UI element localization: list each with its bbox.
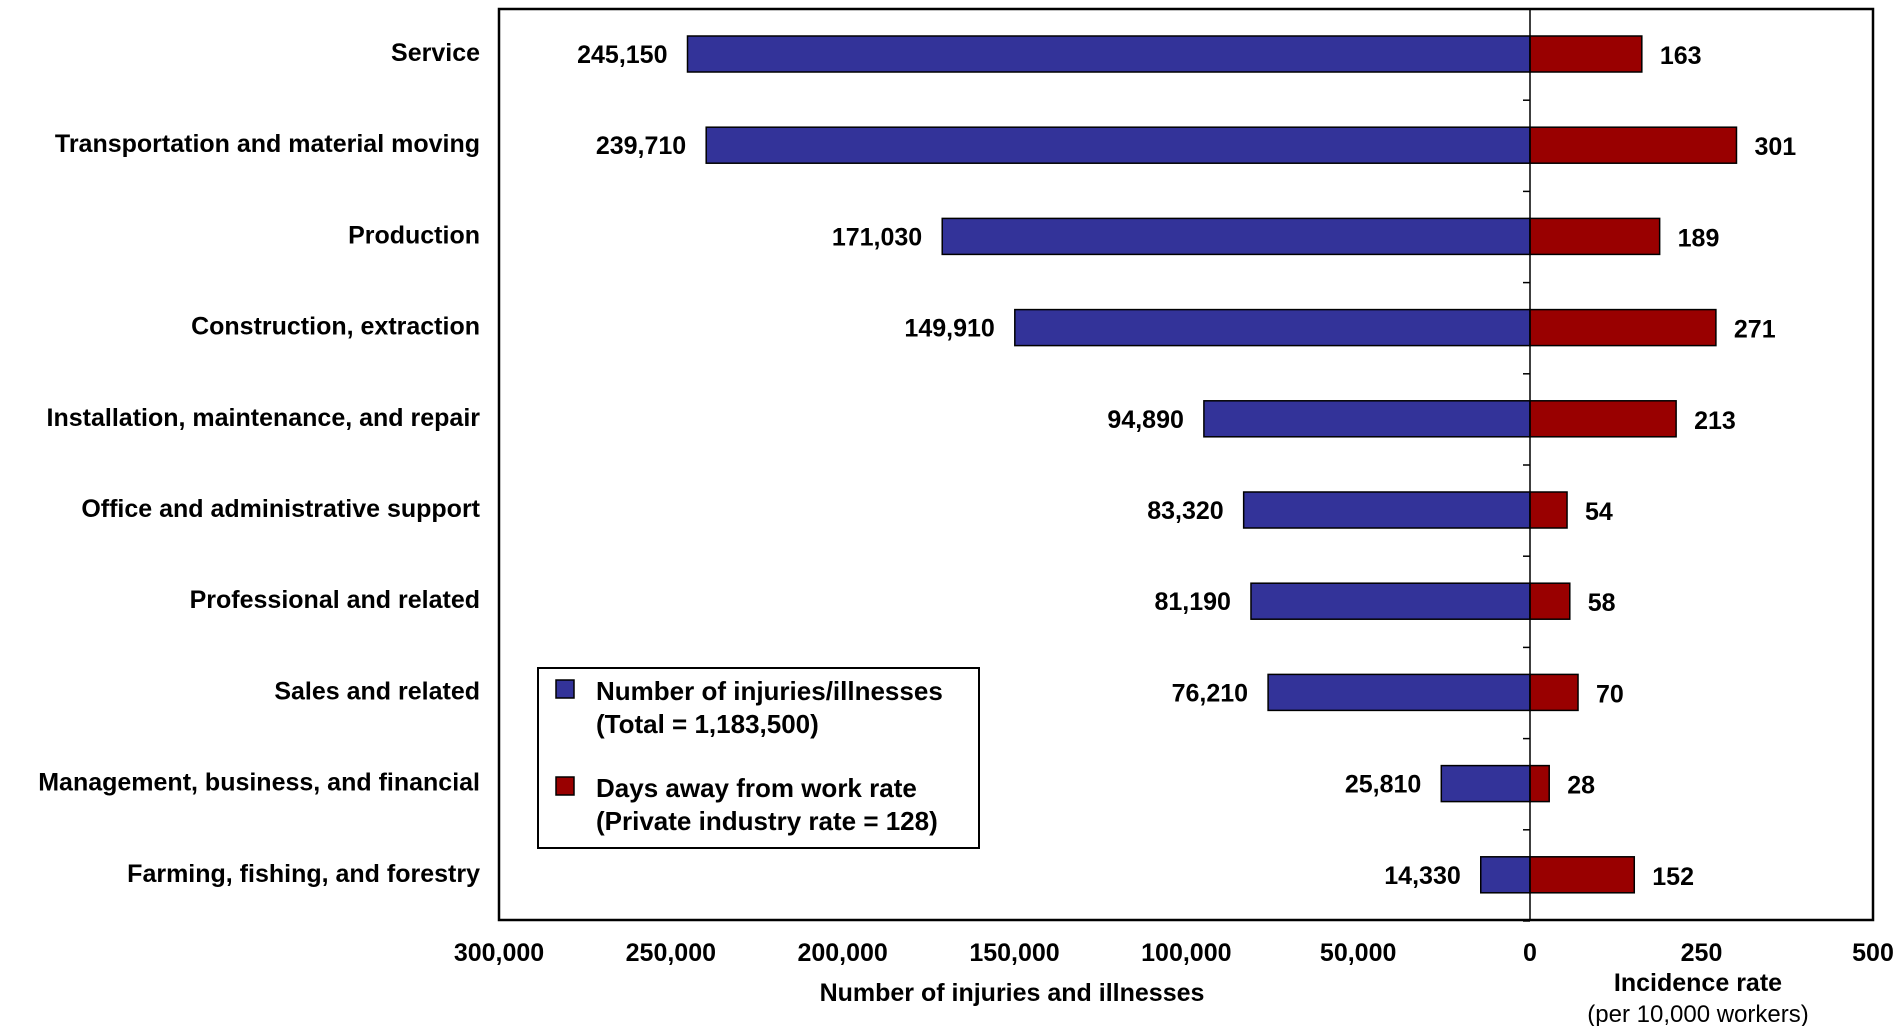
rate-value-label: 70 <box>1596 680 1624 708</box>
value-labels: 245,150 163 239,710 301 171,030 189 149,910 271… <box>577 41 1796 891</box>
injuries-bar <box>1480 856 1531 894</box>
left-axis-title: Number of injuries and illnesses <box>820 979 1205 1007</box>
category-label: Construction, extraction <box>191 313 480 341</box>
left-tick-label: 200,000 <box>797 939 887 967</box>
left-tick-label: 0 <box>1523 939 1537 967</box>
injuries-value-label: 81,190 <box>1155 588 1231 616</box>
injuries-bar <box>1242 491 1531 529</box>
right-tick-label: 250 <box>1681 939 1723 967</box>
rate-value-label: 163 <box>1660 42 1702 70</box>
category-label: Professional and related <box>190 586 480 614</box>
injuries-value-label: 94,890 <box>1107 406 1183 434</box>
rate-bar <box>1529 764 1550 803</box>
legend-swatch-injuries <box>555 679 575 699</box>
rate-value-label: 213 <box>1694 407 1736 435</box>
category-label: Installation, maintenance, and repair <box>47 404 481 432</box>
right-axis-subtitle: (per 10,000 workers) <box>1587 1001 1808 1026</box>
left-tick-label: 100,000 <box>1141 939 1231 967</box>
injuries-bar <box>705 126 1531 164</box>
rate-value-label: 189 <box>1678 224 1720 252</box>
injuries-bar <box>1203 400 1531 438</box>
injuries-bar <box>1250 582 1531 620</box>
rate-series <box>1529 35 1738 894</box>
legend-swatch-rate <box>555 776 575 796</box>
category-label: Transportation and material moving <box>55 130 480 158</box>
injuries-bar <box>1267 673 1531 712</box>
left-tick-label: 150,000 <box>969 939 1059 967</box>
category-label: Management, business, and financial <box>38 769 480 797</box>
legend-label-injuries-line2: (Total = 1,183,500) <box>596 709 819 739</box>
rate-bar <box>1529 126 1738 164</box>
legend-label-injuries-line1: Number of injuries/illnesses <box>596 676 943 706</box>
injuries-bar <box>1440 764 1531 803</box>
rate-value-label: 28 <box>1567 772 1595 800</box>
category-label: Service <box>391 39 480 67</box>
left-tick-label: 250,000 <box>626 939 716 967</box>
rate-bar <box>1529 582 1571 620</box>
left-tick-label: 50,000 <box>1320 939 1396 967</box>
rate-bar <box>1529 400 1677 438</box>
rate-bar <box>1529 35 1643 73</box>
injuries-value-label: 245,150 <box>577 41 667 69</box>
category-label: Production <box>348 221 480 249</box>
injuries-bar <box>941 217 1531 256</box>
rate-value-label: 301 <box>1754 133 1796 161</box>
legend: Number of injuries/illnesses (Total = 1,… <box>537 667 980 849</box>
injuries-value-label: 239,710 <box>596 132 686 160</box>
injuries-value-label: 76,210 <box>1172 679 1248 707</box>
injuries-series <box>686 35 1531 894</box>
rate-value-label: 54 <box>1585 498 1613 526</box>
category-label: Office and administrative support <box>81 495 480 523</box>
legend-label-rate-line1: Days away from work rate <box>596 773 917 803</box>
left-tick-label: 300,000 <box>454 939 544 967</box>
rate-bar <box>1529 491 1568 529</box>
rate-bar <box>1529 217 1661 256</box>
injuries-value-label: 171,030 <box>832 223 922 251</box>
category-label: Farming, fishing, and forestry <box>127 860 480 888</box>
right-tick-label: 500 <box>1852 939 1894 967</box>
rate-bar <box>1529 308 1717 347</box>
category-labels: Service Transportation and material movin… <box>38 39 480 888</box>
rate-bar <box>1529 673 1579 712</box>
injuries-value-label: 149,910 <box>904 315 994 343</box>
injuries-bar <box>686 35 1531 73</box>
rate-bar <box>1529 856 1636 894</box>
center-axis <box>1523 8 1531 922</box>
rate-value-label: 58 <box>1588 589 1616 617</box>
category-label: Sales and related <box>274 677 480 705</box>
injuries-bar <box>1014 308 1531 347</box>
rate-value-label: 152 <box>1652 863 1694 891</box>
legend-label-rate-line2: (Private industry rate = 128) <box>596 806 938 836</box>
injuries-value-label: 25,810 <box>1345 771 1421 799</box>
injuries-value-label: 14,330 <box>1384 862 1460 890</box>
legend-box <box>537 667 980 849</box>
right-axis-title: Incidence rate <box>1614 969 1782 997</box>
injuries-value-label: 83,320 <box>1147 497 1223 525</box>
x-tick-labels: 300,000 250,000 200,000 150,000 100,000 50,00… <box>454 939 1894 967</box>
rate-value-label: 271 <box>1734 316 1776 344</box>
